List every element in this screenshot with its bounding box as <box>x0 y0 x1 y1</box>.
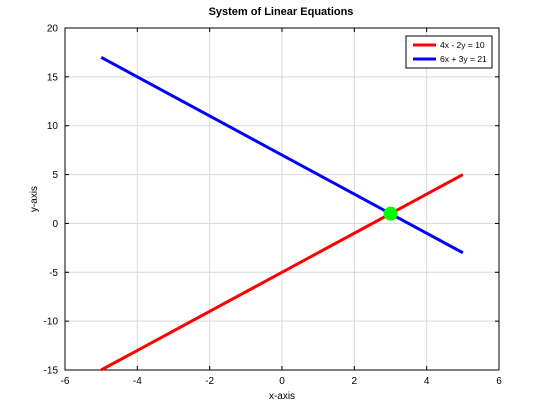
grid <box>64 27 500 371</box>
points-group <box>383 206 398 221</box>
y-tick-labels: -15 -10 -5 0 5 10 15 20 <box>44 24 59 377</box>
legend-label-1: 4x - 2y = 10 <box>440 40 485 50</box>
y-tick-label: 20 <box>47 24 59 35</box>
intersection-point <box>383 206 398 221</box>
series-line-2 <box>100 55 464 255</box>
y-tick-label: -10 <box>44 317 59 328</box>
legend-label-2: 6x + 3y = 21 <box>440 54 487 64</box>
x-tick-label: -4 <box>133 376 142 387</box>
y-tick-label: 10 <box>47 121 59 132</box>
series-line-1 <box>100 173 464 372</box>
x-tick-label: 2 <box>352 376 358 387</box>
axis-ticks <box>64 27 500 371</box>
y-tick-label: 5 <box>52 170 58 181</box>
x-tick-label: 6 <box>496 376 502 387</box>
x-tick-label: -6 <box>61 376 70 387</box>
series-group <box>100 55 464 372</box>
x-tick-label: -2 <box>205 376 214 387</box>
x-tick-labels: -6 -4 -2 0 2 4 6 <box>61 376 503 387</box>
legend: 4x - 2y = 10 6x + 3y = 21 <box>405 35 493 69</box>
x-axis-label: x-axis <box>269 391 295 402</box>
y-tick-label: 0 <box>52 219 58 230</box>
x-tick-label: 4 <box>424 376 430 387</box>
legend-box <box>405 35 493 69</box>
y-tick-label: 15 <box>47 72 59 83</box>
y-axis-label: y-axis <box>29 186 40 212</box>
chart-title: System of Linear Equations <box>209 6 354 18</box>
y-tick-label: -15 <box>44 366 59 377</box>
y-tick-label: -5 <box>49 268 58 279</box>
x-tick-label: 0 <box>279 376 285 387</box>
